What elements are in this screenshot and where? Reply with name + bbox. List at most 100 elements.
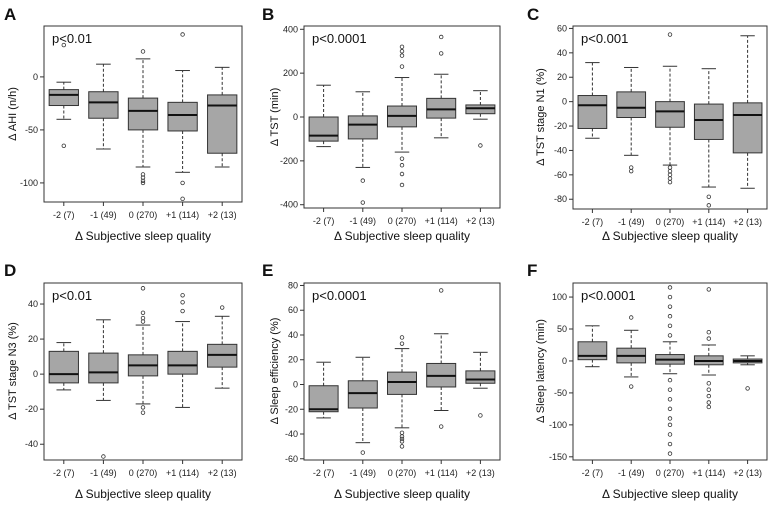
box-iqr: [465, 104, 496, 115]
outlier-point: [399, 156, 405, 161]
outlier-point: [140, 319, 146, 324]
x-tick-label: 0 (270): [656, 217, 685, 227]
x-tick-label: -1 (49): [618, 217, 645, 227]
box-iqr: [48, 350, 79, 384]
box-4: [167, 32, 198, 202]
x-tick-label: +1 (114): [425, 216, 458, 226]
box-iqr: [347, 380, 378, 409]
outlier-point: [667, 416, 673, 421]
outlier-point: [140, 286, 146, 291]
y-tick-label: -40: [554, 145, 567, 155]
y-axis-label: Δ TST stage N3 (%): [7, 322, 19, 420]
panel-letter: E: [262, 261, 273, 280]
box-iqr: [577, 341, 608, 361]
outlier-point: [439, 424, 444, 429]
y-axis-label: Δ Sleep efficiency (%): [269, 318, 281, 425]
x-tick-label: -2 (7): [53, 210, 75, 220]
box-1: [308, 84, 339, 148]
x-tick-label: +2 (13): [208, 210, 237, 220]
outlier-point: [399, 163, 405, 168]
box-5: [732, 355, 763, 391]
x-tick-label: -1 (49): [90, 468, 117, 478]
outlier-point: [61, 42, 66, 48]
y-tick-label: -200: [280, 156, 298, 166]
outlier-point: [399, 64, 405, 69]
x-tick-label: +2 (13): [208, 468, 237, 478]
y-tick-label: -50: [554, 388, 567, 398]
box-4: [693, 287, 724, 410]
y-tick-label: -60: [554, 170, 567, 180]
box-iqr: [386, 371, 418, 395]
p-value-label: p<0.001: [581, 31, 628, 46]
x-axis-label: Δ Subjective sleep quality: [602, 229, 738, 243]
box-2: [88, 63, 119, 150]
y-tick-label: -60: [285, 454, 298, 464]
outlier-point: [180, 180, 185, 186]
x-tick-label: +2 (13): [733, 468, 762, 478]
x-axis-label: Δ Subjective sleep quality: [602, 487, 738, 501]
outlier-point: [667, 323, 673, 329]
box-3: [127, 49, 159, 186]
box-1: [577, 62, 608, 139]
x-tick-label: +1 (114): [692, 217, 725, 227]
y-tick-label: -400: [280, 200, 298, 210]
outlier-point: [667, 422, 673, 428]
box-iqr: [308, 385, 339, 413]
box-5: [732, 35, 763, 189]
y-tick-label: 200: [283, 68, 298, 78]
y-tick-label: 0: [562, 356, 567, 366]
outlier-point: [667, 314, 673, 319]
outlier-point: [180, 32, 185, 37]
outlier-point: [140, 410, 146, 415]
box-2: [88, 319, 119, 459]
outlier-point: [478, 413, 483, 418]
outlier-point: [667, 387, 673, 392]
panel-e: E 80 60 40 20 0 -20 -40 -60 -2 (7) -1 (49) 0 (270) +…: [262, 261, 501, 501]
y-tick-label: 0: [293, 112, 298, 122]
outlier-point: [667, 32, 673, 37]
outlier-point: [667, 172, 673, 178]
outlier-point: [478, 143, 483, 148]
outlier-point: [180, 300, 185, 305]
y-tick-label: 400: [283, 24, 298, 34]
p-value-label: p<0.0001: [312, 288, 367, 303]
box-3: [127, 286, 159, 415]
box-3: [655, 32, 685, 185]
box-iqr: [88, 352, 119, 384]
outlier-point: [140, 180, 146, 186]
box-iqr: [693, 103, 724, 140]
outlier-point: [667, 179, 673, 185]
outlier-point: [439, 288, 444, 293]
box-iqr: [207, 94, 238, 154]
y-tick-label: 40: [288, 330, 298, 340]
y-tick-label: -100: [549, 420, 567, 430]
y-tick-label: -20: [554, 121, 567, 131]
box-2: [347, 91, 378, 205]
outlier-point: [399, 434, 405, 439]
outlier-point: [706, 336, 711, 341]
panel-letter: D: [4, 261, 16, 280]
outlier-point: [61, 143, 66, 149]
y-tick-label: -40: [285, 429, 298, 439]
outlier-point: [399, 444, 405, 449]
y-tick-label: -40: [25, 439, 38, 449]
outlier-point: [706, 381, 711, 386]
box-iqr: [577, 95, 608, 129]
outlier-point: [667, 397, 673, 402]
panel-a: A 0 -50 -100 -2 (7) -1 (49) 0 (270) +1 (114) +2 …: [4, 5, 243, 243]
y-tick-label: 20: [28, 334, 38, 344]
box-iqr: [616, 91, 647, 118]
y-axis-label: Δ TST (min): [269, 88, 281, 146]
outlier-point: [399, 436, 405, 442]
y-tick-label: -150: [549, 452, 567, 462]
y-axis-label: Δ AHI (n/h): [7, 87, 19, 141]
outlier-point: [101, 454, 106, 459]
outlier-point: [180, 308, 185, 314]
y-tick-label: 60: [557, 23, 567, 33]
box-3: [655, 285, 685, 456]
outlier-point: [667, 441, 673, 447]
outlier-point: [140, 405, 146, 410]
y-tick-label: 0: [33, 369, 38, 379]
